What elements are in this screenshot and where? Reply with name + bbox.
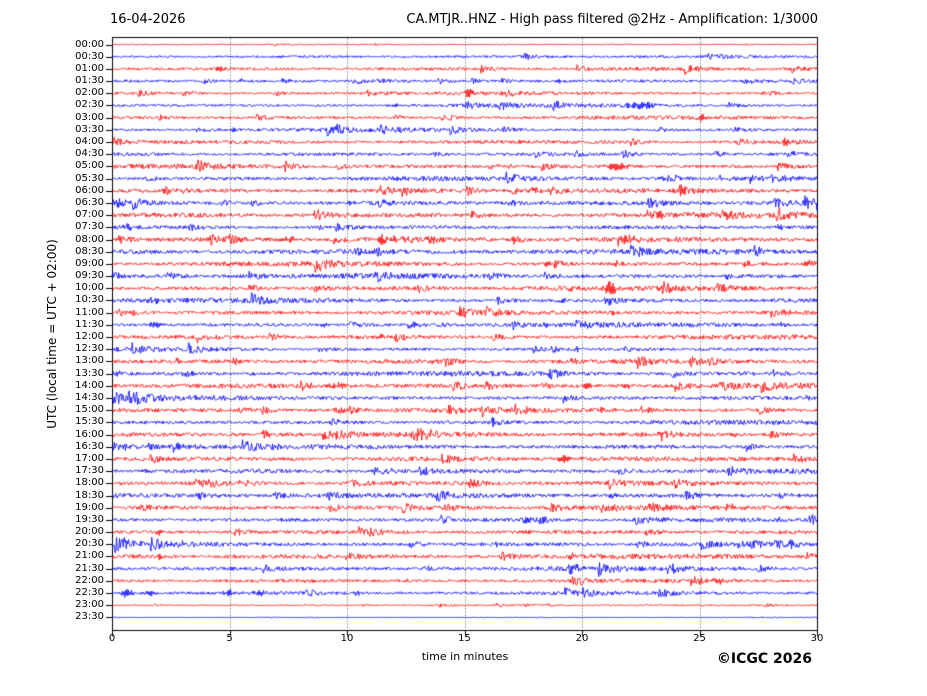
y-tick-label: 02:30 xyxy=(75,99,104,111)
y-tick-label: 17:00 xyxy=(75,452,104,464)
y-tick-label: 06:30 xyxy=(75,196,104,208)
y-tick-label: 11:00 xyxy=(75,306,104,318)
x-tick-label: 0 xyxy=(108,633,116,644)
y-tick-label: 05:00 xyxy=(75,160,104,172)
y-tick-label: 07:30 xyxy=(75,221,104,233)
y-tick-label: 10:30 xyxy=(75,294,104,306)
y-tick-label: 23:00 xyxy=(75,599,104,611)
y-tick-label: 06:00 xyxy=(75,184,104,196)
y-tick-label: 02:00 xyxy=(75,87,104,99)
y-tick-label: 04:30 xyxy=(75,148,104,160)
y-tick-label: 08:00 xyxy=(75,233,104,245)
y-tick-label: 21:00 xyxy=(75,550,104,562)
y-tick-label: 19:30 xyxy=(75,513,104,525)
y-tick-label: 10:00 xyxy=(75,282,104,294)
y-tick-label: 14:00 xyxy=(75,379,104,391)
x-tick-label: 5 xyxy=(226,633,233,644)
y-tick-label: 16:00 xyxy=(75,428,104,440)
y-tick-label: 18:30 xyxy=(75,489,104,501)
y-tick-label: 00:00 xyxy=(75,38,104,50)
y-axis-title: UTC (local time = UTC + 02:00) xyxy=(45,239,59,429)
y-tick-label: 03:00 xyxy=(75,111,104,123)
y-tick-label: 09:30 xyxy=(75,270,104,282)
y-tick-label: 20:00 xyxy=(75,526,104,538)
y-tick-label: 12:00 xyxy=(75,331,104,343)
y-tick-label: 00:30 xyxy=(75,50,104,62)
y-tick-label: 08:30 xyxy=(75,245,104,257)
y-tick-label: 12:30 xyxy=(75,343,104,355)
y-tick-label: 22:00 xyxy=(75,574,104,586)
y-tick-label: 15:00 xyxy=(75,404,104,416)
y-tick-label: 05:30 xyxy=(75,172,104,184)
y-tick-label: 14:30 xyxy=(75,392,104,403)
y-tick-label: 03:30 xyxy=(75,123,104,135)
y-tick-label: 17:30 xyxy=(75,465,104,477)
y-tick-label: 15:30 xyxy=(75,416,104,428)
y-tick-label: 21:30 xyxy=(75,562,104,574)
y-tick-label: 18:00 xyxy=(75,477,104,489)
y-tick-label: 22:30 xyxy=(75,587,104,599)
y-tick-label: 07:00 xyxy=(75,209,104,221)
y-tick-label: 19:00 xyxy=(75,501,104,513)
x-axis-title: time in minutes xyxy=(421,650,509,663)
x-tick-label: 30 xyxy=(810,633,824,644)
x-tick-label: 20 xyxy=(575,633,589,644)
x-tick-label: 25 xyxy=(693,633,706,644)
y-tick-label: 13:00 xyxy=(75,355,104,367)
y-tick-label: 01:30 xyxy=(75,75,104,87)
x-tick-label: 15 xyxy=(458,633,471,644)
y-tick-label: 04:00 xyxy=(75,136,104,148)
y-tick-label: 16:30 xyxy=(75,440,104,452)
y-tick-label: 09:00 xyxy=(75,257,104,269)
y-tick-label: 01:00 xyxy=(75,62,104,74)
y-tick-label: 13:30 xyxy=(75,367,104,379)
y-tick-label: 11:30 xyxy=(75,318,104,330)
y-tick-label: 23:30 xyxy=(75,611,104,623)
copyright-label: ©ICGC 2026 xyxy=(716,651,812,667)
x-tick-label: 10 xyxy=(340,633,354,644)
y-tick-label: 20:30 xyxy=(75,538,104,550)
